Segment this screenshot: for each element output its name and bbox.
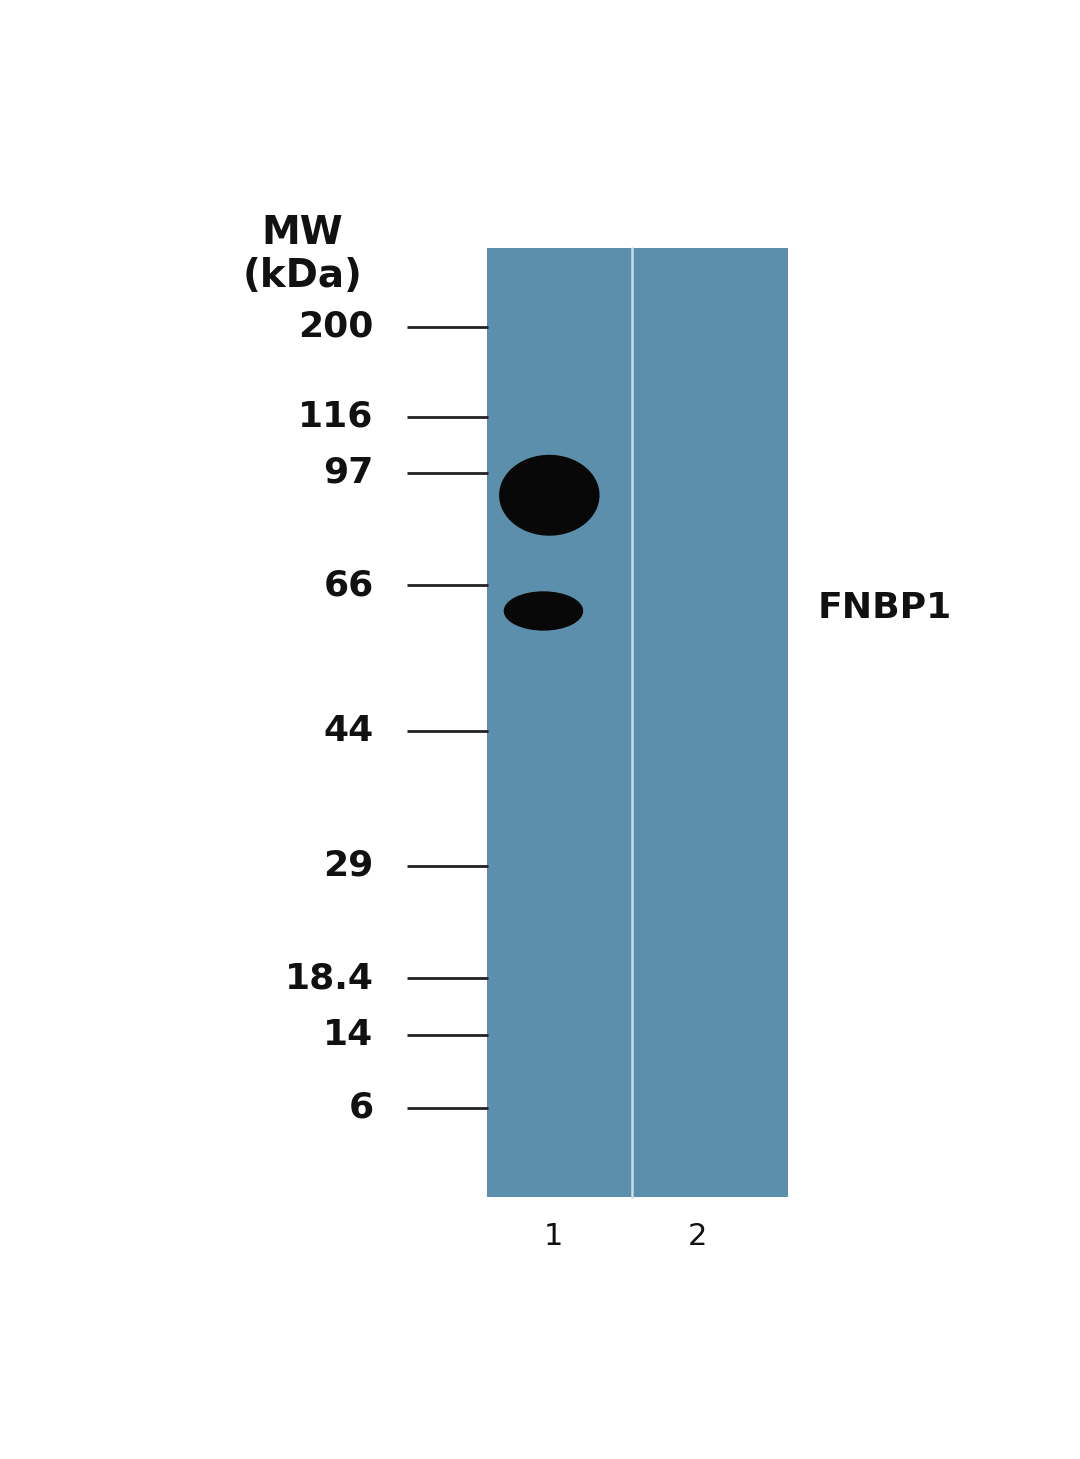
Text: 200: 200: [298, 309, 374, 344]
Text: 18.4: 18.4: [284, 961, 374, 995]
Text: 116: 116: [298, 400, 374, 433]
Text: 66: 66: [323, 568, 374, 603]
Text: FNBP1: FNBP1: [818, 591, 951, 624]
Text: 6: 6: [349, 1090, 374, 1125]
Text: 1: 1: [544, 1223, 563, 1252]
Bar: [486, 248, 788, 1198]
Ellipse shape: [499, 455, 599, 535]
Ellipse shape: [503, 591, 583, 630]
Text: 44: 44: [323, 713, 374, 748]
Text: 14: 14: [323, 1017, 374, 1052]
Text: MW
(kDa): MW (kDa): [243, 214, 362, 295]
Text: 97: 97: [323, 455, 374, 490]
Text: 2: 2: [688, 1223, 707, 1252]
Text: 29: 29: [323, 849, 374, 883]
